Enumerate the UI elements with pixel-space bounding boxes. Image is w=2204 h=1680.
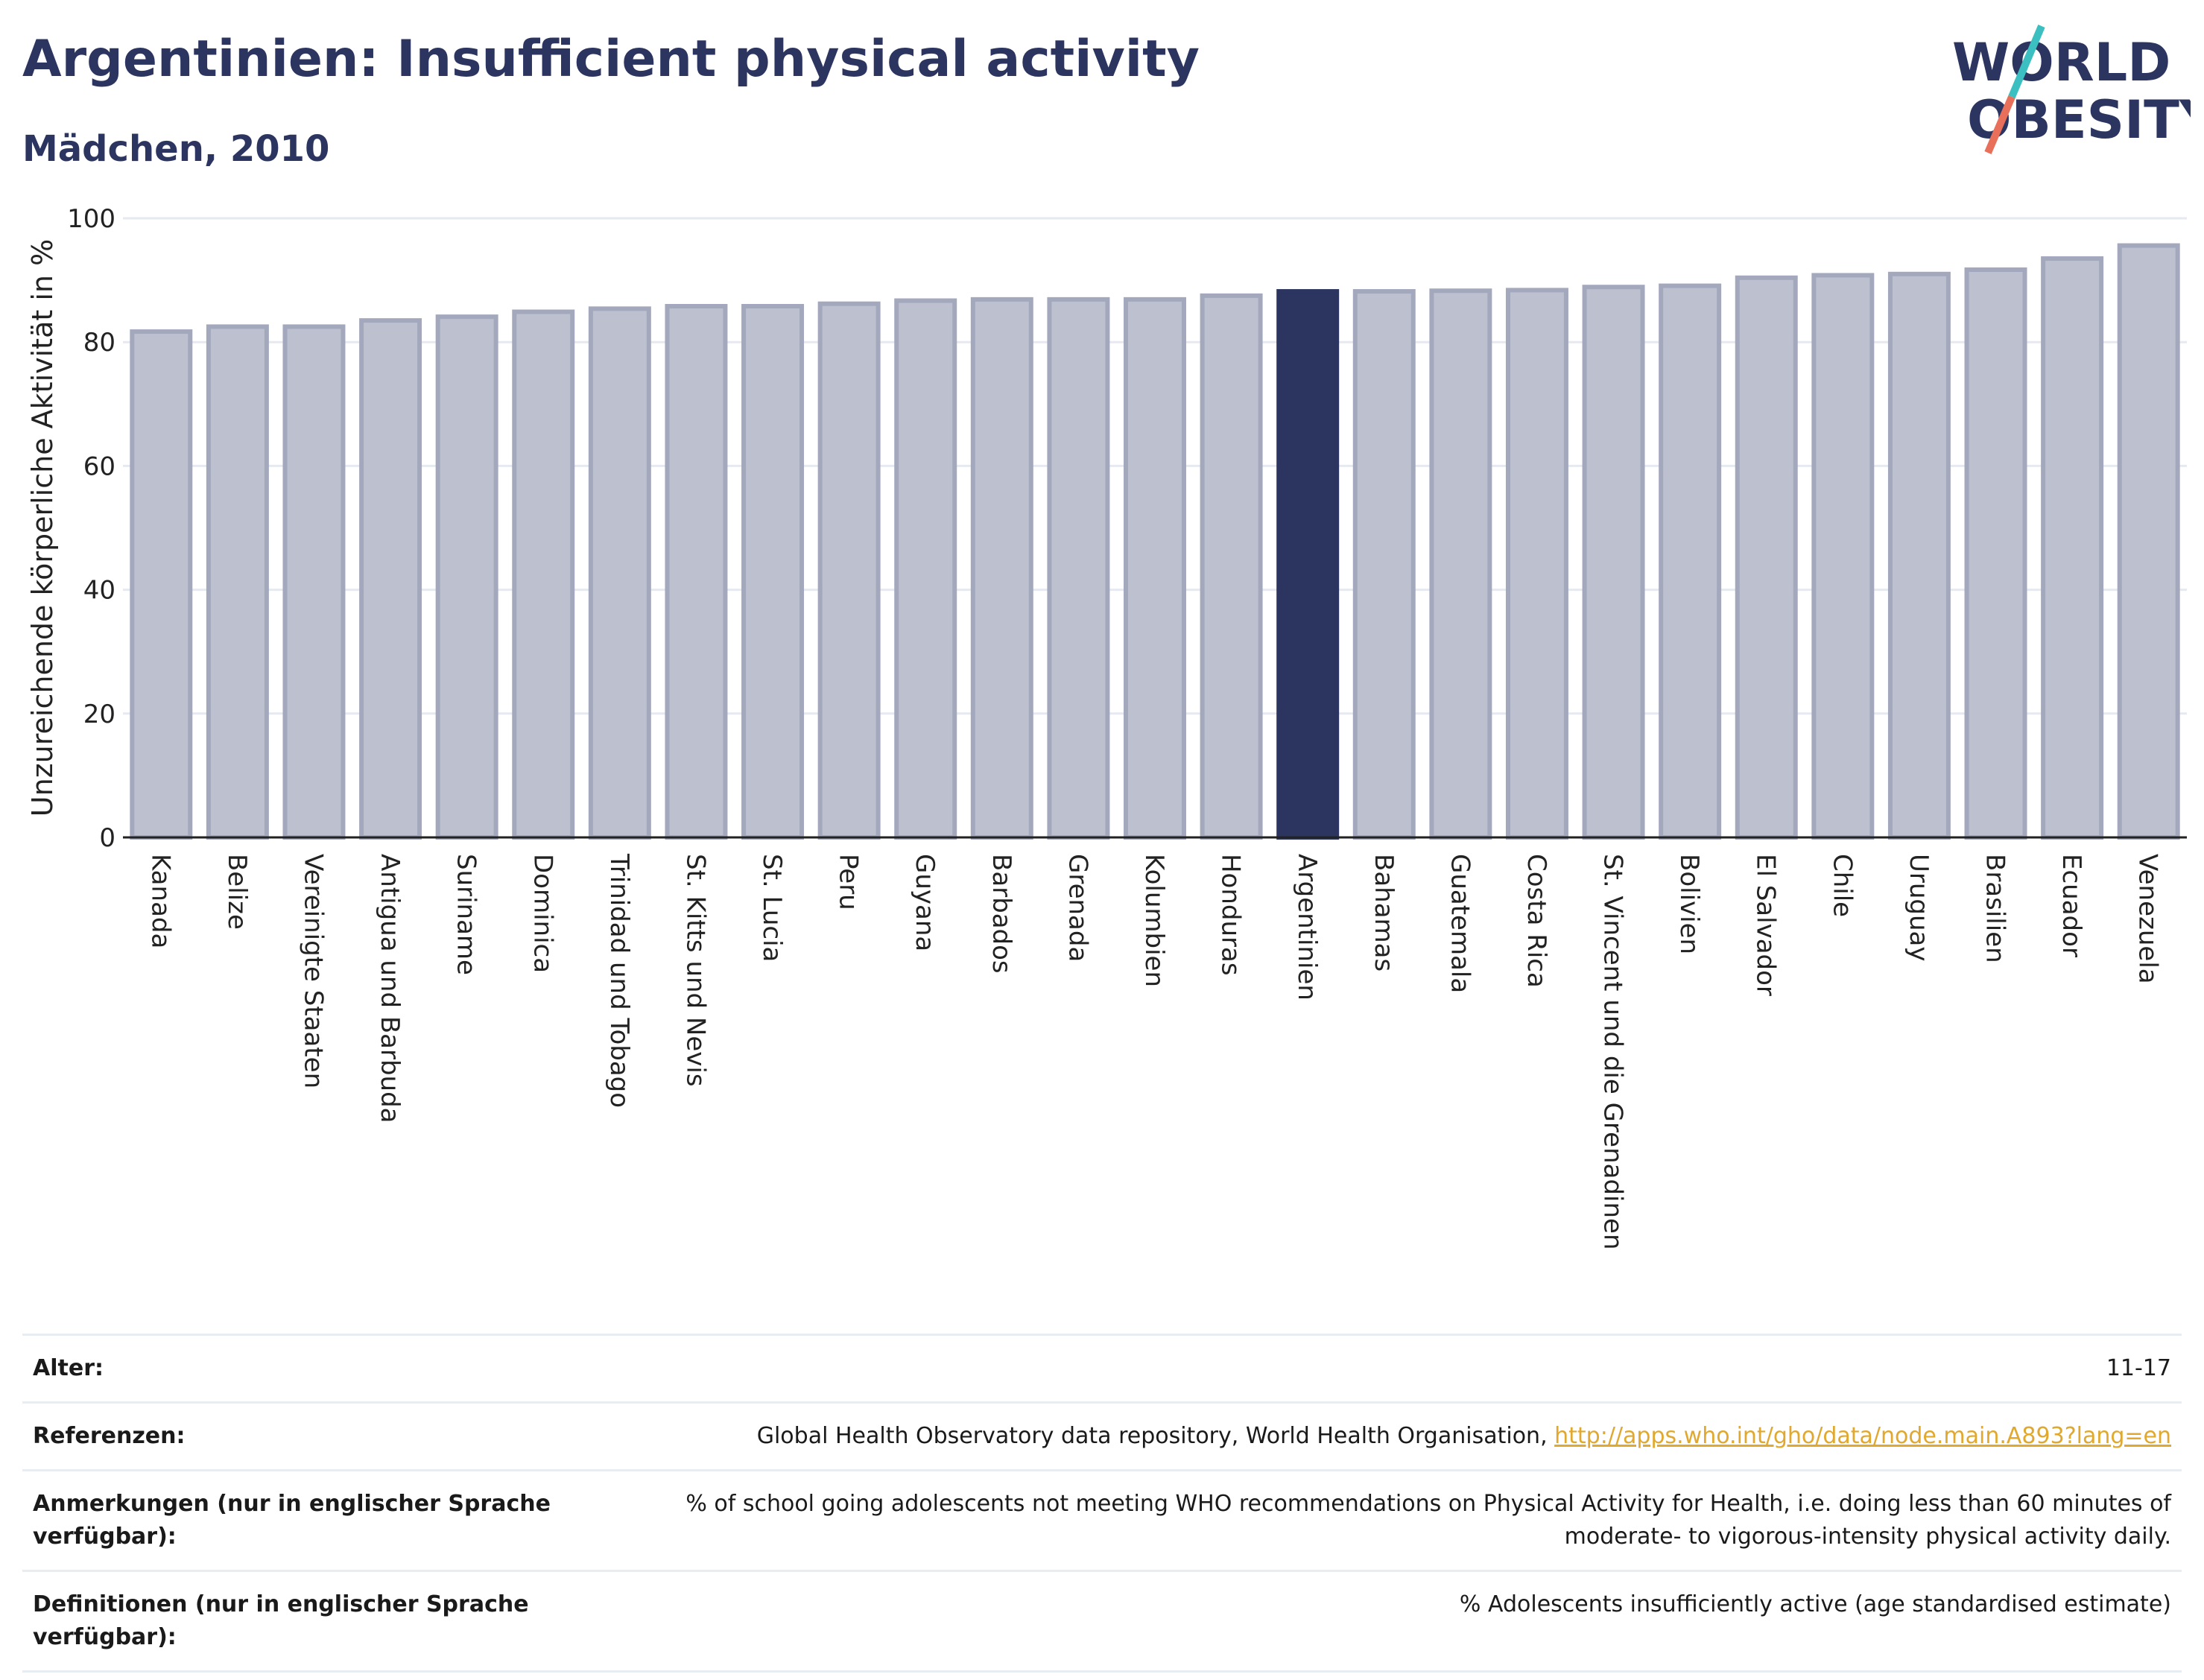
meta-row: Alter: 11-17 xyxy=(22,1334,2182,1401)
bar xyxy=(2041,256,2104,840)
x-tick-label: Venezuela xyxy=(2133,854,2163,984)
logo-slash-teal xyxy=(2008,25,2045,98)
x-tick-label: Brasilien xyxy=(1980,854,2010,963)
bar xyxy=(817,301,881,840)
x-tick-label: Guyana xyxy=(910,854,940,951)
bar xyxy=(1124,297,1186,840)
bar xyxy=(894,298,957,840)
bar xyxy=(1659,283,1722,840)
y-tick-label: 40 xyxy=(83,576,115,606)
x-tick-label: Argentinien xyxy=(1292,854,1322,1001)
x-tick-label: Ecuador xyxy=(2056,854,2086,957)
x-tick-label: El Salvador xyxy=(1751,854,1781,996)
x-tick-label: Dominica xyxy=(528,854,557,973)
bar xyxy=(588,306,651,840)
bar xyxy=(359,318,422,840)
bar xyxy=(1582,285,1645,840)
x-tick-label: Uruguay xyxy=(1904,854,1934,962)
meta-value: % Adolescents insufficiently active (age… xyxy=(569,1588,2171,1621)
bar xyxy=(1735,275,1798,840)
x-tick-label: Trinidad und Tobago xyxy=(604,853,634,1108)
metadata-table: Alter: 11-17 Referenzen: Global Health Obse… xyxy=(22,1334,2182,1673)
x-tick-label: Kanada xyxy=(145,854,175,948)
x-tick-label: Suriname xyxy=(452,854,481,975)
bar xyxy=(512,309,575,840)
y-tick-label: 20 xyxy=(83,700,115,729)
bar xyxy=(282,324,346,840)
bar xyxy=(970,297,1033,840)
bar xyxy=(435,314,498,840)
bar xyxy=(1200,293,1263,840)
x-tick-label: Antigua und Barbuda xyxy=(375,854,405,1123)
y-axis-ticks: 0 20 40 60 80 100 xyxy=(67,204,115,853)
x-tick-label: Barbados xyxy=(987,854,1016,974)
x-tick-label: Bolivien xyxy=(1674,854,1704,954)
x-tick-label: Vereinigte Staaten xyxy=(298,854,328,1088)
bar xyxy=(665,304,728,840)
bar xyxy=(1352,289,1416,840)
y-axis-title: Unzureichende körperliche Aktivität in % xyxy=(26,239,59,817)
y-tick-label: 0 xyxy=(99,823,115,853)
world-obesity-logo: WORLD OBESITY xyxy=(1952,25,2191,154)
meta-value-text: % of school going adolescents not meetin… xyxy=(685,1491,2171,1550)
bar xyxy=(2117,243,2180,840)
x-tick-label: Costa Rica xyxy=(1521,854,1551,988)
x-tick-label: St. Lucia xyxy=(757,854,787,962)
bar xyxy=(1964,267,2027,840)
bar xyxy=(1276,289,1340,840)
y-tick-label: 100 xyxy=(67,204,115,234)
bar xyxy=(206,324,269,840)
chart-title: Argentinien: Insufficient physical activ… xyxy=(22,30,1200,89)
meta-value: % of school going adolescents not meetin… xyxy=(569,1488,2171,1553)
meta-key: Alter: xyxy=(33,1355,104,1381)
meta-value: 11-17 xyxy=(569,1352,2171,1385)
bar xyxy=(1811,273,1875,840)
bar xyxy=(1887,271,1951,840)
bar xyxy=(1429,288,1492,840)
x-tick-label: Chile xyxy=(1827,854,1857,917)
meta-row: Referenzen: Global Health Observatory dat… xyxy=(22,1401,2182,1469)
logo-line1: WORLD xyxy=(1952,32,2170,93)
meta-value-text: % Adolescents insufficiently active (age… xyxy=(1459,1591,2171,1617)
meta-value: Global Health Observatory data repositor… xyxy=(569,1420,2171,1453)
x-tick-label: Peru xyxy=(834,854,864,910)
bars xyxy=(130,243,2180,840)
meta-key: Anmerkungen (nur in englischer Sprache v… xyxy=(33,1491,551,1550)
chart-subtitle: Mädchen, 2010 xyxy=(22,128,330,170)
x-tick-label: Kolumbien xyxy=(1139,854,1169,987)
y-tick-label: 80 xyxy=(83,328,115,358)
y-tick-label: 60 xyxy=(83,451,115,481)
reference-link[interactable]: http://apps.who.int/gho/data/node.main.A… xyxy=(1554,1423,2171,1449)
bar xyxy=(130,329,193,840)
meta-key: Definitionen (nur in englischer Sprache … xyxy=(33,1591,529,1650)
meta-value-text: Global Health Observatory data repositor… xyxy=(756,1423,1555,1449)
x-tick-label: St. Vincent und die Grenadinen xyxy=(1598,854,1628,1250)
meta-row: Definitionen (nur in englischer Sprache … xyxy=(22,1570,2182,1673)
bar-chart: 0 20 40 60 80 100 Kanada Belize Vereinigte Staa… xyxy=(26,204,2187,1250)
logo-slash-red xyxy=(1984,95,2015,154)
bar xyxy=(1505,288,1568,840)
x-tick-label: St. Kitts und Nevis xyxy=(680,854,710,1087)
bar xyxy=(1047,297,1110,840)
x-axis-labels: Kanada Belize Vereinigte Staaten Antigua un… xyxy=(145,853,2162,1250)
x-tick-label: Bahamas xyxy=(1369,854,1399,971)
x-tick-label: Honduras xyxy=(1216,854,1246,976)
x-tick-label: Grenada xyxy=(1063,854,1092,962)
x-tick-label: Guatemala xyxy=(1445,854,1475,993)
meta-value-text: 11-17 xyxy=(2106,1355,2171,1381)
meta-row: Anmerkungen (nur in englischer Sprache v… xyxy=(22,1469,2182,1570)
x-tick-label: Belize xyxy=(222,854,252,930)
meta-key: Referenzen: xyxy=(33,1423,186,1449)
bar xyxy=(741,304,805,840)
